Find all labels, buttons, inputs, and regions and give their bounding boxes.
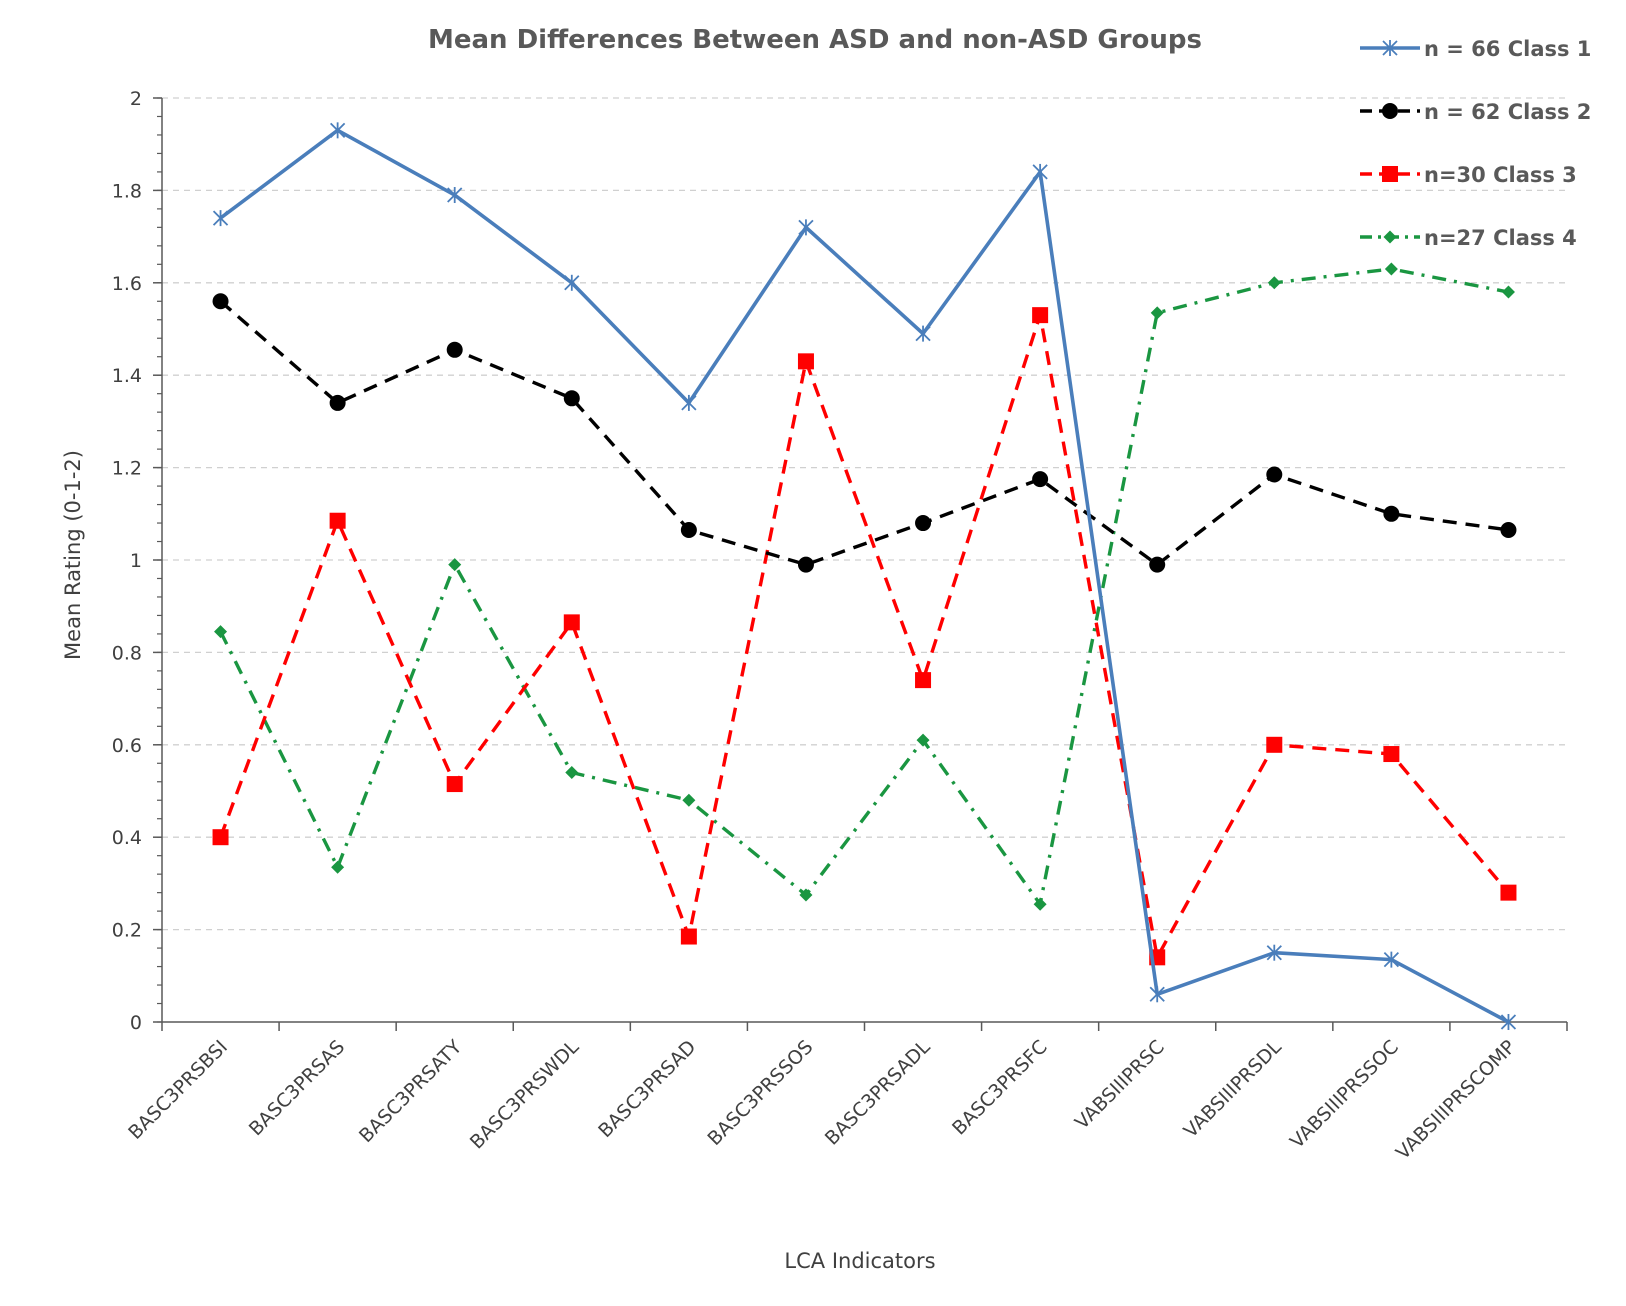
data-point: [1382, 166, 1398, 182]
data-point: [1384, 262, 1398, 276]
y-axis-label: Mean Rating (0-1-2): [61, 450, 85, 660]
x-tick-labels: BASC3PRSBSI BASC3PRSAS BASC3PRSATY BASC3PRS…: [124, 1036, 1520, 1164]
x-tick-label: VABSIIIPRSCOMP: [1392, 1036, 1520, 1164]
gridlines: [162, 97, 1567, 931]
data-point: [329, 512, 346, 529]
data-point: [448, 558, 462, 572]
x-tick-label: BASC3PRSADL: [821, 1036, 935, 1150]
legend-label: n = 62 Class 2: [1424, 100, 1591, 124]
x-tick-label: BASC3PRSBSI: [124, 1036, 232, 1144]
series-group: [212, 122, 1517, 1030]
data-point: [1383, 505, 1400, 522]
data-point: [331, 860, 345, 874]
legend-item: n = 62 Class 2: [1360, 100, 1591, 124]
legend-item: n=27 Class 4: [1360, 226, 1577, 250]
x-tick-label: BASC3PRSFC: [948, 1036, 1052, 1140]
data-point: [1150, 306, 1164, 320]
y-tick-label: 1.4: [112, 365, 142, 387]
y-tick-label: 0.2: [112, 920, 142, 942]
data-point: [563, 614, 580, 631]
x-tick-label: VABSIIIPRSC: [1071, 1036, 1169, 1134]
data-point: [1266, 736, 1283, 753]
y-tick-label: 0: [130, 1012, 142, 1034]
x-tick-label: BASC3PRSSOS: [703, 1036, 817, 1150]
data-point: [1033, 897, 1047, 911]
data-point: [563, 390, 580, 407]
series-line: [219, 128, 1510, 1024]
x-tick-label: BASC3PRSWDL: [466, 1036, 584, 1154]
data-point: [1383, 230, 1397, 244]
series-4: [214, 262, 1515, 911]
x-tick-label: BASC3PRSATY: [355, 1036, 466, 1147]
axes: [153, 97, 1568, 1031]
data-point: [329, 394, 346, 411]
legend-label: n = 66 Class 1: [1424, 37, 1591, 61]
y-tick-label: 1: [130, 550, 142, 572]
series-2: [212, 293, 1517, 573]
data-point: [797, 556, 814, 573]
data-point: [1500, 521, 1517, 538]
data-point: [212, 293, 229, 310]
x-tick-label: VABSIIIPRSSOC: [1286, 1036, 1403, 1153]
data-point: [1266, 466, 1283, 483]
y-tick-labels: 0 0.2 0.4 0.6 0.8 1 1.2 1.4 1.6 1.8 2: [112, 88, 142, 1034]
data-point: [446, 776, 463, 793]
y-tick-label: 2: [130, 88, 142, 110]
series-line: [218, 313, 1510, 960]
data-point: [565, 766, 579, 780]
legend-label: n=30 Class 3: [1424, 163, 1577, 187]
y-tick-label: 0.4: [112, 827, 142, 849]
legend-item: n=30 Class 3: [1360, 163, 1577, 187]
legend-label: n=27 Class 4: [1424, 226, 1577, 250]
series-line: [219, 267, 1509, 906]
series-3: [212, 307, 1517, 966]
x-tick-label: BASC3PRSAS: [245, 1036, 349, 1140]
data-point: [1149, 556, 1166, 573]
legend: n = 66 Class 1 n = 62 Class 2 n=30 Class 3…: [1360, 37, 1591, 250]
data-point: [916, 733, 930, 747]
data-point: [1267, 276, 1281, 290]
x-axis-label: LCA Indicators: [784, 1249, 935, 1273]
legend-item: n = 66 Class 1: [1360, 37, 1591, 61]
y-tick-label: 1.2: [112, 458, 142, 480]
data-point: [212, 829, 229, 846]
series-1: [212, 122, 1517, 1030]
data-point: [799, 888, 813, 902]
data-point: [680, 928, 697, 945]
data-point: [1383, 746, 1400, 763]
data-point: [915, 672, 932, 689]
y-tick-label: 0.6: [112, 735, 142, 757]
x-tick-label: BASC3PRSAD: [594, 1036, 700, 1142]
data-point: [1501, 285, 1515, 299]
chart-title: Mean Differences Between ASD and non-ASD…: [428, 25, 1202, 55]
data-point: [214, 625, 228, 639]
data-point: [797, 353, 814, 370]
data-point: [1032, 471, 1049, 488]
data-point: [682, 793, 696, 807]
data-point: [446, 341, 463, 358]
series-line: [219, 299, 1509, 567]
y-tick-label: 1.8: [112, 180, 142, 202]
y-tick-label: 0.8: [112, 642, 142, 664]
y-tick-label: 1.6: [112, 273, 142, 295]
data-point: [915, 515, 932, 532]
x-tick-label: VABSIIIPRSDL: [1180, 1036, 1287, 1143]
data-point: [1032, 307, 1049, 324]
data-point: [1382, 103, 1398, 119]
data-point: [1500, 884, 1517, 901]
data-point: [680, 521, 697, 538]
